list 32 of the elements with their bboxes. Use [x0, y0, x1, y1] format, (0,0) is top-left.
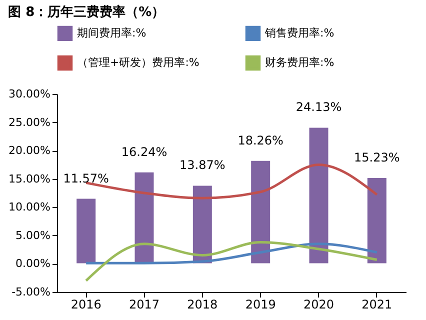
legend-label: （管理+研发）费用率:%	[77, 56, 200, 69]
legend-label: 期间费用率:%	[77, 26, 146, 40]
y-tick-label: 0.00%	[16, 257, 50, 270]
y-tick-label: 25.00%	[8, 116, 50, 129]
x-tick-label: 2016	[70, 298, 102, 312]
y-tick-label: 10.00%	[8, 200, 50, 214]
y-tick-label: 20.00%	[8, 144, 50, 158]
bar	[76, 198, 97, 264]
data-label: 11.57%	[63, 171, 109, 186]
bar	[308, 126, 330, 264]
x-tick-label: 2019	[245, 298, 276, 312]
line-series	[84, 242, 378, 264]
x-tick-label: 2018	[187, 298, 218, 312]
chart-title: 图 8：历年三费费率（%）	[8, 4, 165, 20]
y-tick-label: -5.00%	[12, 286, 50, 298]
bar	[192, 184, 213, 264]
data-label: 24.13%	[296, 100, 342, 114]
bar	[250, 160, 272, 264]
x-tick-label: 2017	[128, 298, 160, 312]
y-tick-label: 30.00%	[8, 88, 50, 100]
data-label: 16.24%	[121, 144, 168, 159]
x-tick-label: 2020	[303, 298, 334, 312]
legend-label: 销售费用率:%	[264, 26, 334, 40]
data-label: 18.26%	[238, 133, 284, 148]
data-label: 13.87%	[180, 158, 226, 172]
legend-label: 财务费用率:%	[265, 56, 334, 69]
bar	[366, 177, 388, 264]
line-series	[84, 240, 378, 282]
y-tick-label: 5.00%	[16, 228, 50, 242]
x-tick-label: 2021	[362, 298, 392, 312]
y-tick-label: 15.00%	[8, 172, 50, 186]
data-label: 15.23%	[354, 150, 400, 165]
